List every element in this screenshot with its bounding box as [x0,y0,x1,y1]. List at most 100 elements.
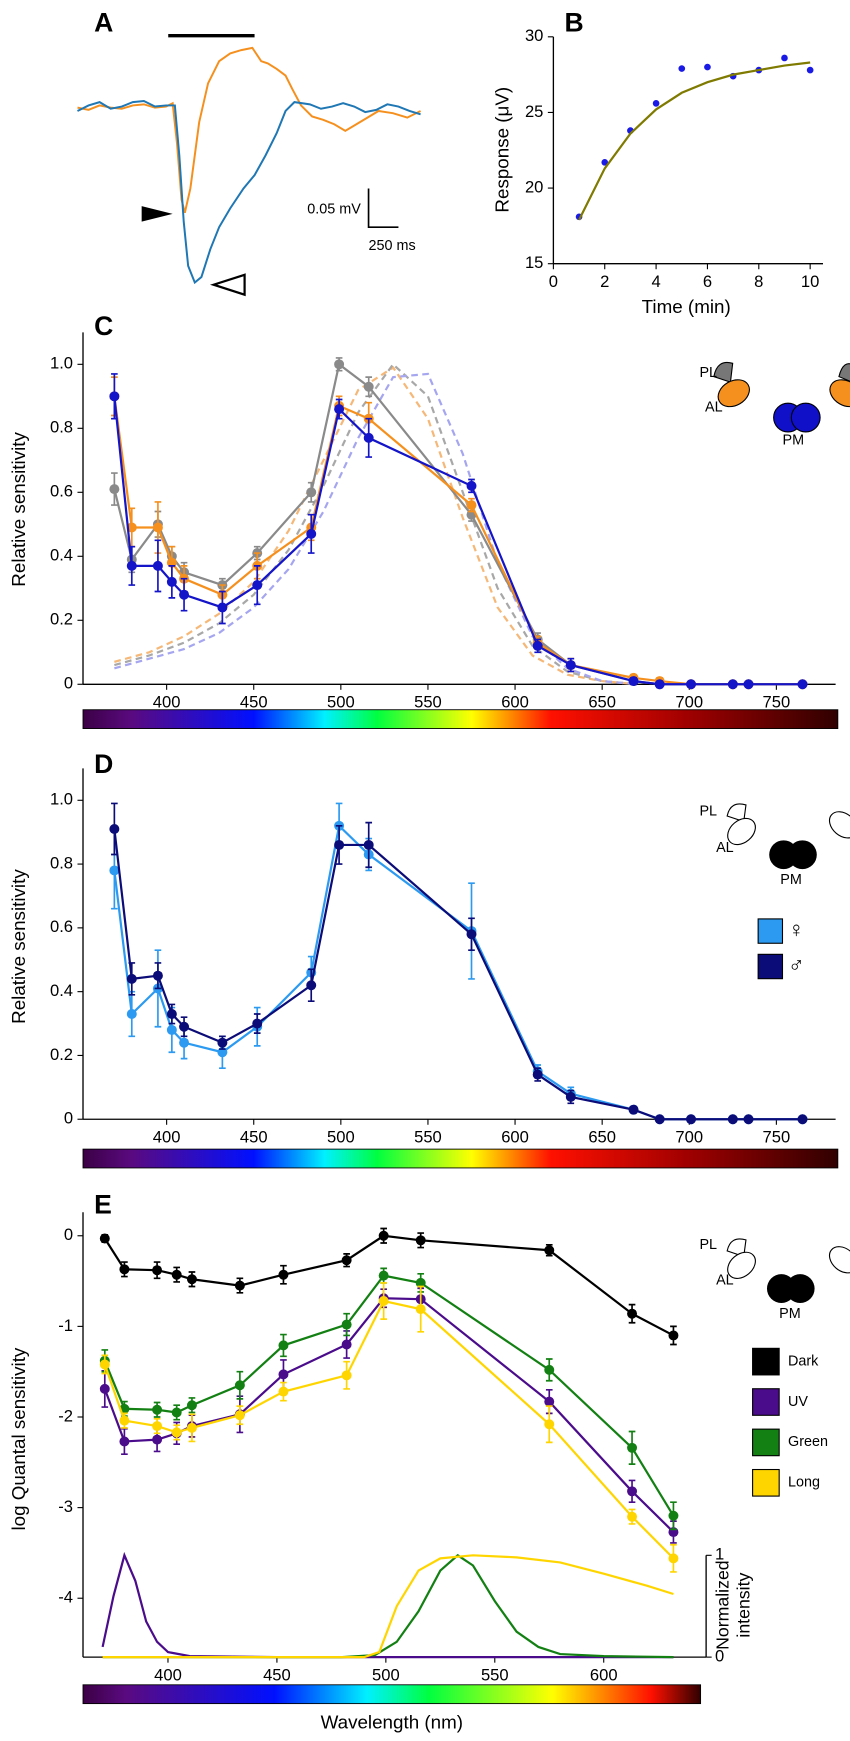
series-line [578,61,811,221]
x-tick-label: 0 [549,272,558,291]
x-tick-label: 8 [754,272,763,291]
y-axis-label: log Quantal sensitivity [8,1347,29,1530]
series-line [102,1554,674,1659]
legend-label: ♂ [788,952,805,977]
x-tick-label: 600 [590,1665,618,1684]
data-point [727,1114,738,1125]
data-point [278,1269,289,1280]
data-point [668,1330,679,1341]
y-tick-label: 15 [525,253,543,272]
data-point [186,1400,197,1411]
y2-tick-label: 0 [715,1647,724,1666]
legend-label: ♀ [788,917,805,942]
data-point [565,1091,576,1102]
data-point [166,1009,177,1019]
series-line [113,396,803,686]
x-tick-label: 500 [327,1127,355,1146]
data-point [109,484,120,495]
data-point [668,1510,679,1521]
data-point [109,865,120,876]
data-point [341,1339,352,1350]
series-line [103,1234,674,1337]
data-point [179,589,190,600]
data-point [278,1369,289,1380]
x-tick-label: 4 [651,272,660,291]
data-point [686,1114,696,1125]
series-line [101,1551,674,1659]
y2-tick-label: 1 [715,1545,724,1564]
x-tick-label: 6 [703,272,712,291]
data-point [119,1415,130,1426]
series-line [113,396,803,686]
y-tick-label: -2 [58,1406,73,1425]
data-point [306,528,317,539]
series-line [113,362,803,686]
y-tick-label: -3 [58,1497,73,1516]
data-point [415,1235,426,1246]
panel-label: C [94,311,113,341]
data-point [727,679,738,690]
data-point [601,159,609,166]
data-point [363,432,374,443]
panel-label: A [94,8,113,38]
y-tick-label: 0 [64,674,73,693]
scale-y-label: 0.05 mV [307,201,361,217]
eye-al [727,817,756,846]
x-tick-label: 650 [588,692,616,711]
x-tick-label: 700 [675,1127,703,1146]
legend-swatch [757,918,784,944]
x-tick-label: 400 [154,1665,182,1684]
template-curve [114,362,638,686]
data-point [278,1340,289,1351]
data-point [341,1255,352,1266]
data-point [179,1021,190,1032]
data-point [544,1419,555,1430]
x-axis-label: Time (min) [642,296,731,317]
eye-pm [790,402,821,433]
legend-swatch [752,1468,780,1497]
data-point [109,391,120,402]
eye-pm [788,840,817,870]
eye-al [727,1251,756,1279]
y-tick-label: 0.4 [50,546,73,565]
data-point [378,1296,389,1306]
data-point [678,65,686,72]
data-point [99,1359,110,1370]
legend-swatch [752,1428,780,1457]
eye-al [828,1246,850,1274]
data-point [152,560,163,571]
y-tick-label: 0.8 [50,853,73,872]
y-tick-label: -1 [58,1316,73,1335]
panel-label: D [94,749,113,779]
inset-label: AL [716,840,734,856]
x-tick-label: 400 [153,1127,181,1146]
x-tick-label: 450 [240,1127,268,1146]
data-point [743,1114,754,1125]
scale-bar [367,188,399,229]
trace-orange [77,46,422,214]
y-tick-label: 30 [525,26,543,45]
data-point [363,839,374,850]
data-point [234,1410,245,1421]
y-axis-label: Relative sensitivity [8,869,29,1024]
colorbar [82,709,839,729]
data-point [152,970,163,981]
data-point [152,1265,163,1276]
data-point [152,1421,163,1432]
data-point [234,1380,245,1391]
data-point [627,1308,638,1319]
data-point [278,1386,289,1397]
x-tick-label: 2 [600,272,609,291]
data-point [415,1277,426,1288]
data-point [217,602,228,613]
data-point [627,1511,638,1522]
x-tick-label: 10 [801,272,819,291]
data-point [152,1404,163,1415]
data-point [166,1024,177,1035]
data-point [252,580,263,591]
data-point [99,1233,110,1244]
data-point [781,54,788,62]
data-point [627,1486,638,1497]
y-axis-label: Response (μV) [492,87,513,213]
data-point [126,522,137,533]
